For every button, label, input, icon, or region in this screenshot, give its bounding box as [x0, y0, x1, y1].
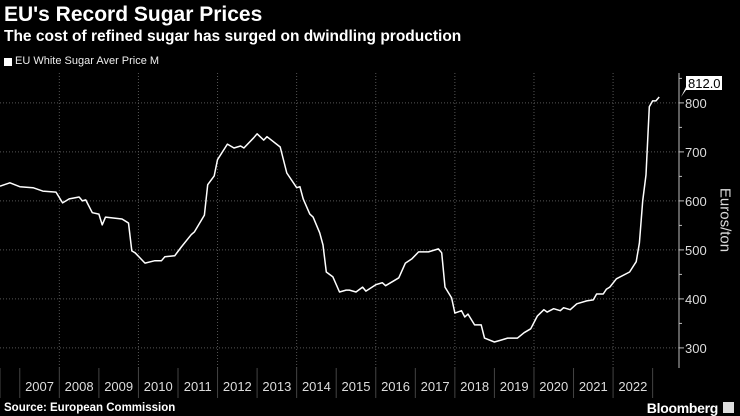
x-tick-label: 2021 — [579, 379, 608, 394]
series-line — [0, 96, 660, 343]
y-tick-label: 300 — [685, 341, 707, 356]
bloomberg-logo: Bloomberg — [646, 400, 719, 416]
y-tick-label: 700 — [685, 145, 707, 160]
x-tick-label: 2017 — [421, 379, 450, 394]
last-value-label: 812.0 — [688, 76, 721, 91]
last-value-pointer — [681, 87, 686, 98]
x-tick-label: 2022 — [618, 379, 647, 394]
x-tick-label: 2014 — [302, 379, 331, 394]
x-tick-label: 2009 — [104, 379, 133, 394]
legend: EU White Sugar Aver Price M — [4, 55, 159, 68]
last-value-badge — [686, 76, 722, 90]
x-tick-label: 2011 — [184, 379, 212, 394]
y-tick-label: 800 — [685, 96, 707, 111]
x-tick-label: 2013 — [262, 379, 291, 394]
chart-subtitle: The cost of refined sugar has surged on … — [4, 28, 462, 45]
x-tick-label: 2012 — [223, 379, 252, 394]
x-tick-label: 2016 — [381, 379, 410, 394]
x-tick-label: 2018 — [460, 379, 489, 394]
y-tick-label: 400 — [685, 292, 707, 307]
x-tick-label: 2008 — [65, 379, 94, 394]
bloomberg-chart-icon — [723, 402, 734, 413]
x-tick-label: 2019 — [500, 379, 529, 394]
chart-title: EU's Record Sugar Prices — [4, 3, 263, 26]
x-tick-label: 2020 — [539, 379, 568, 394]
x-tick-label: 2010 — [144, 379, 173, 394]
y-axis-label: Euros/ton — [716, 187, 734, 253]
source-note: Source: European Commission — [4, 402, 176, 414]
x-tick-label: 2007 — [25, 379, 54, 394]
y-tick-label: 600 — [685, 194, 707, 209]
legend-label: EU White Sugar Aver Price M — [15, 55, 160, 67]
legend-swatch — [4, 57, 12, 66]
y-tick-label: 500 — [685, 243, 707, 258]
x-tick-label: 2015 — [342, 379, 371, 394]
